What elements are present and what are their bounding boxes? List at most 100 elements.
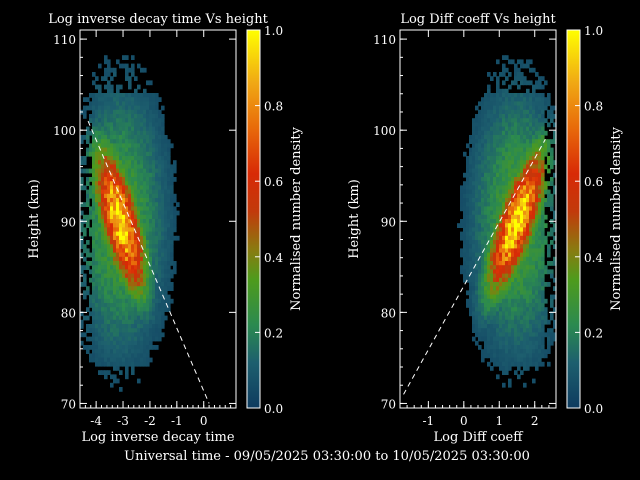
heatmap-cell: [116, 290, 120, 296]
heatmap-cell: [544, 189, 548, 195]
heatmap-cell: [493, 336, 497, 342]
heatmap-cell: [463, 265, 467, 270]
heatmap-cell: [514, 227, 518, 233]
heatmap-cell: [481, 349, 485, 354]
heatmap-cell: [472, 303, 476, 308]
heatmap-cell: [128, 223, 132, 228]
heatmap-cell: [101, 340, 105, 346]
heatmap-cell: [541, 198, 545, 203]
heatmap-cell: [125, 315, 129, 321]
heatmap-cell: [176, 202, 180, 207]
heatmap-cell: [149, 357, 153, 363]
heatmap-cell: [511, 345, 515, 350]
heatmap-cell: [508, 126, 512, 132]
heatmap-cell: [119, 265, 123, 270]
heatmap-cell: [472, 181, 476, 186]
heatmap-cell: [143, 252, 147, 258]
heatmap-cell: [526, 345, 530, 350]
heatmap-cell: [86, 168, 90, 174]
heatmap-cell: [116, 214, 120, 220]
heatmap-cell: [526, 93, 530, 98]
heatmap-cell: [547, 160, 551, 165]
heatmap-cell: [107, 172, 111, 178]
heatmap-cell: [508, 59, 512, 65]
heatmap-cell: [92, 227, 96, 233]
heatmap-cell: [469, 210, 473, 216]
heatmap-cell: [520, 219, 524, 224]
heatmap-cell: [484, 248, 488, 254]
heatmap-cell: [520, 223, 524, 228]
heatmap-cell: [484, 202, 488, 207]
heatmap-cell: [490, 223, 494, 228]
colorbar-tick-label: 1.0: [584, 24, 603, 38]
heatmap-cell: [125, 185, 129, 191]
heatmap-cell: [481, 227, 485, 233]
heatmap-cell: [478, 219, 482, 224]
heatmap-cell: [517, 126, 521, 132]
heatmap-cell: [514, 290, 518, 296]
heatmap-cell: [529, 336, 533, 342]
heatmap-cell: [125, 261, 129, 266]
heatmap-cell: [98, 151, 102, 157]
heatmap-cell: [493, 319, 497, 325]
heatmap-cell: [490, 76, 494, 81]
heatmap-cell: [170, 223, 174, 228]
heatmap-cell: [110, 248, 114, 254]
heatmap-cell: [155, 273, 159, 279]
heatmap-cell: [550, 177, 554, 182]
heatmap-cell: [499, 130, 503, 136]
heatmap-cell: [529, 298, 533, 304]
heatmap-cell: [143, 139, 147, 144]
heatmap-cell: [110, 177, 114, 182]
heatmap-cell: [529, 328, 533, 333]
heatmap-cell: [469, 307, 473, 312]
heatmap-cell: [517, 151, 521, 157]
heatmap-cell: [122, 294, 126, 300]
heatmap-cell: [463, 210, 467, 216]
heatmap-cell: [167, 223, 171, 228]
heatmap-cell: [484, 198, 488, 203]
heatmap-cell: [523, 252, 527, 258]
heatmap-cell: [113, 307, 117, 312]
heatmap-cell: [517, 135, 521, 140]
heatmap-cell: [484, 147, 488, 153]
heatmap-cell: [158, 319, 162, 325]
heatmap-cell: [526, 303, 530, 308]
heatmap-cell: [116, 265, 120, 270]
heatmap-cell: [128, 181, 132, 186]
heatmap-cell: [529, 67, 533, 73]
heatmap-cell: [107, 340, 111, 346]
heatmap-cell: [137, 223, 141, 228]
heatmap-cell: [110, 269, 114, 275]
heatmap-cell: [526, 219, 530, 224]
heatmap-cell: [107, 277, 111, 283]
heatmap-cell: [532, 345, 536, 350]
heatmap-cell: [493, 235, 497, 241]
heatmap-cell: [508, 286, 512, 291]
heatmap-cell: [92, 290, 96, 296]
heatmap-cell: [119, 340, 123, 346]
heatmap-cell: [484, 332, 488, 338]
heatmap-cell: [119, 151, 123, 157]
left-heatmap: [80, 55, 180, 392]
heatmap-cell: [101, 126, 105, 132]
heatmap-cell: [137, 319, 141, 325]
heatmap-cell: [499, 193, 503, 199]
heatmap-cell: [466, 156, 470, 161]
heatmap-cell: [499, 324, 503, 329]
heatmap-cell: [92, 151, 96, 157]
heatmap-cell: [523, 97, 527, 102]
heatmap-cell: [173, 164, 177, 170]
heatmap-cell: [529, 193, 533, 199]
heatmap-cell: [502, 202, 506, 207]
heatmap-cell: [532, 93, 536, 98]
heatmap-cell: [541, 181, 545, 186]
heatmap-cell: [490, 189, 494, 195]
heatmap-cell: [499, 353, 503, 359]
heatmap-cell: [469, 273, 473, 279]
heatmap-cell: [107, 80, 111, 86]
heatmap-cell: [517, 59, 521, 65]
heatmap-cell: [535, 307, 539, 312]
heatmap-cell: [143, 126, 147, 132]
heatmap-cell: [83, 332, 87, 338]
